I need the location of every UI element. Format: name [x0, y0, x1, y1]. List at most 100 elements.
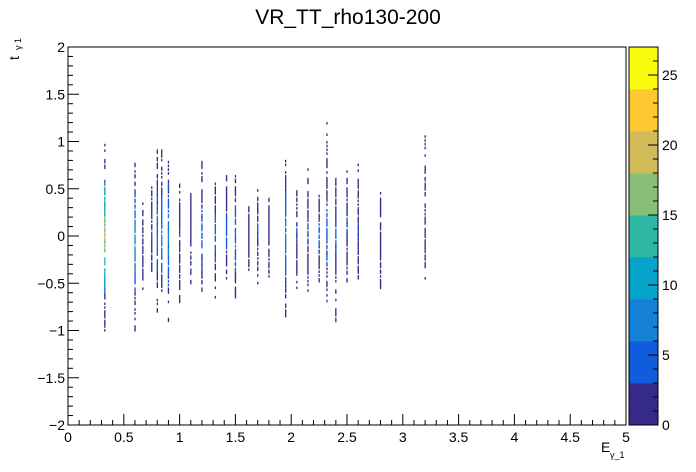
heatmap-cell-5: [161, 215, 163, 219]
heatmap-cell-24: [379, 269, 382, 273]
heatmap-cell-22: [346, 266, 348, 270]
heatmap-cell-9: [201, 253, 203, 256]
heatmap-cell-25: [424, 165, 426, 169]
heatmap-cell-4: [156, 198, 158, 202]
heatmap-cell-8: [190, 215, 192, 219]
heatmap-cell-16: [285, 258, 287, 261]
heatmap-cell-7: [179, 234, 181, 238]
heatmap-cell-16: [285, 214, 287, 218]
heatmap-cell-21: [335, 245, 337, 249]
heatmap-cell-11: [225, 192, 228, 195]
heatmap-cell-3: [151, 269, 153, 273]
heatmap-cell-11: [225, 227, 228, 231]
heatmap-cell-10: [214, 275, 216, 278]
heatmap-cell-12: [234, 235, 237, 238]
heatmap-cell-11: [225, 256, 228, 259]
heatmap-cell-24: [379, 241, 382, 244]
heatmap-cell-23: [357, 261, 359, 265]
color-bar-band: [629, 411, 658, 426]
color-bar-band: [629, 229, 658, 244]
heatmap-cell-10: [214, 199, 216, 203]
heatmap-cell-11: [225, 201, 228, 204]
heatmap-cell-23: [357, 182, 359, 186]
y-tick-label: 0: [57, 228, 65, 244]
color-bar-band: [629, 47, 658, 62]
heatmap-cell-16: [285, 314, 287, 318]
heatmap-cell-25: [424, 218, 426, 221]
heatmap-cell-7: [179, 274, 181, 277]
heatmap-cell-11: [225, 224, 228, 227]
heatmap-cell-9: [201, 196, 203, 200]
heatmap-cell-15: [268, 205, 270, 208]
heatmap-cell-2: [142, 259, 144, 262]
heatmap-cell-11: [225, 271, 228, 274]
heatmap-cell-8: [190, 204, 192, 207]
heatmap-cell-21: [335, 213, 337, 217]
heatmap-cell-11: [225, 226, 228, 229]
heatmap-cell-23: [357, 235, 359, 238]
heatmap-cell-15: [268, 239, 270, 242]
heatmap-cell-25: [424, 256, 426, 259]
heatmap-cell-8: [190, 209, 192, 213]
heatmap-cell-3: [151, 231, 153, 235]
heatmap-cell-16: [285, 176, 287, 180]
heatmap-cell-12: [234, 275, 237, 278]
heatmap-cell-1: [134, 289, 136, 292]
heatmap-cell-1: [134, 300, 136, 304]
heatmap-cell-8: [190, 251, 192, 255]
heatmap-cell-20: [326, 233, 328, 237]
heatmap-cell-20: [326, 161, 328, 165]
heatmap-cell-0: [104, 321, 106, 324]
heatmap-cell-12: [234, 288, 237, 291]
heatmap-cell-8: [190, 217, 192, 221]
heatmap-cell-11: [225, 212, 228, 216]
heatmap-cell-22: [346, 179, 348, 183]
heatmap-cell-11: [225, 239, 228, 242]
heatmap-cell-7: [179, 249, 181, 253]
heatmap-cell-16: [285, 182, 287, 186]
heatmap-cell-22: [346, 255, 348, 258]
heatmap-cell-18: [307, 223, 309, 226]
heatmap-cell-3: [151, 258, 153, 261]
x-tick-label: 2: [287, 429, 295, 445]
heatmap-cell-4: [156, 164, 158, 168]
heatmap-cell-21: [335, 200, 337, 204]
heatmap-cell-6: [167, 228, 170, 232]
heatmap-cell-23: [357, 210, 359, 214]
heatmap-cell-3: [151, 226, 153, 229]
heatmap-cell-22: [346, 217, 348, 221]
heatmap-cell-13: [248, 226, 250, 230]
heatmap-cell-21: [335, 181, 337, 185]
heatmap-cell-12: [234, 277, 237, 280]
heatmap-cell-14: [257, 257, 259, 260]
heatmap-cell-0: [104, 268, 106, 272]
color-bar-band: [629, 383, 658, 398]
heatmap-cell-8: [190, 238, 192, 241]
color-bar-band: [629, 341, 658, 356]
heatmap-cell-15: [268, 218, 270, 221]
heatmap-cell-1: [134, 194, 136, 198]
heatmap-cell-1: [134, 259, 136, 262]
heatmap-cell-15: [268, 209, 270, 212]
color-bar-band: [629, 159, 658, 174]
heatmap-cell-16: [285, 222, 287, 225]
heatmap-cell-3: [151, 209, 153, 212]
heatmap-cell-1: [134, 242, 136, 245]
heatmap-cell-15: [268, 252, 270, 256]
z-tick-label: 25: [662, 67, 678, 83]
heatmap-cell-16: [285, 244, 287, 248]
heatmap-cell-15: [268, 216, 270, 220]
heatmap-cell-4: [156, 185, 158, 188]
heatmap-cell-10: [214, 277, 216, 280]
heatmap-cell-25: [424, 146, 426, 150]
heatmap-cell-0: [104, 166, 106, 170]
heatmap-cell-16: [285, 192, 287, 195]
heatmap-cell-14: [257, 253, 259, 256]
heatmap-cell-24: [379, 197, 382, 201]
heatmap-cell-1: [134, 257, 136, 260]
heatmap-cell-1: [134, 200, 136, 204]
heatmap-cell-0: [104, 295, 106, 298]
heatmap-cell-8: [190, 206, 192, 209]
heatmap-cell-0: [104, 319, 106, 323]
heatmap-cell-19: [318, 209, 320, 213]
